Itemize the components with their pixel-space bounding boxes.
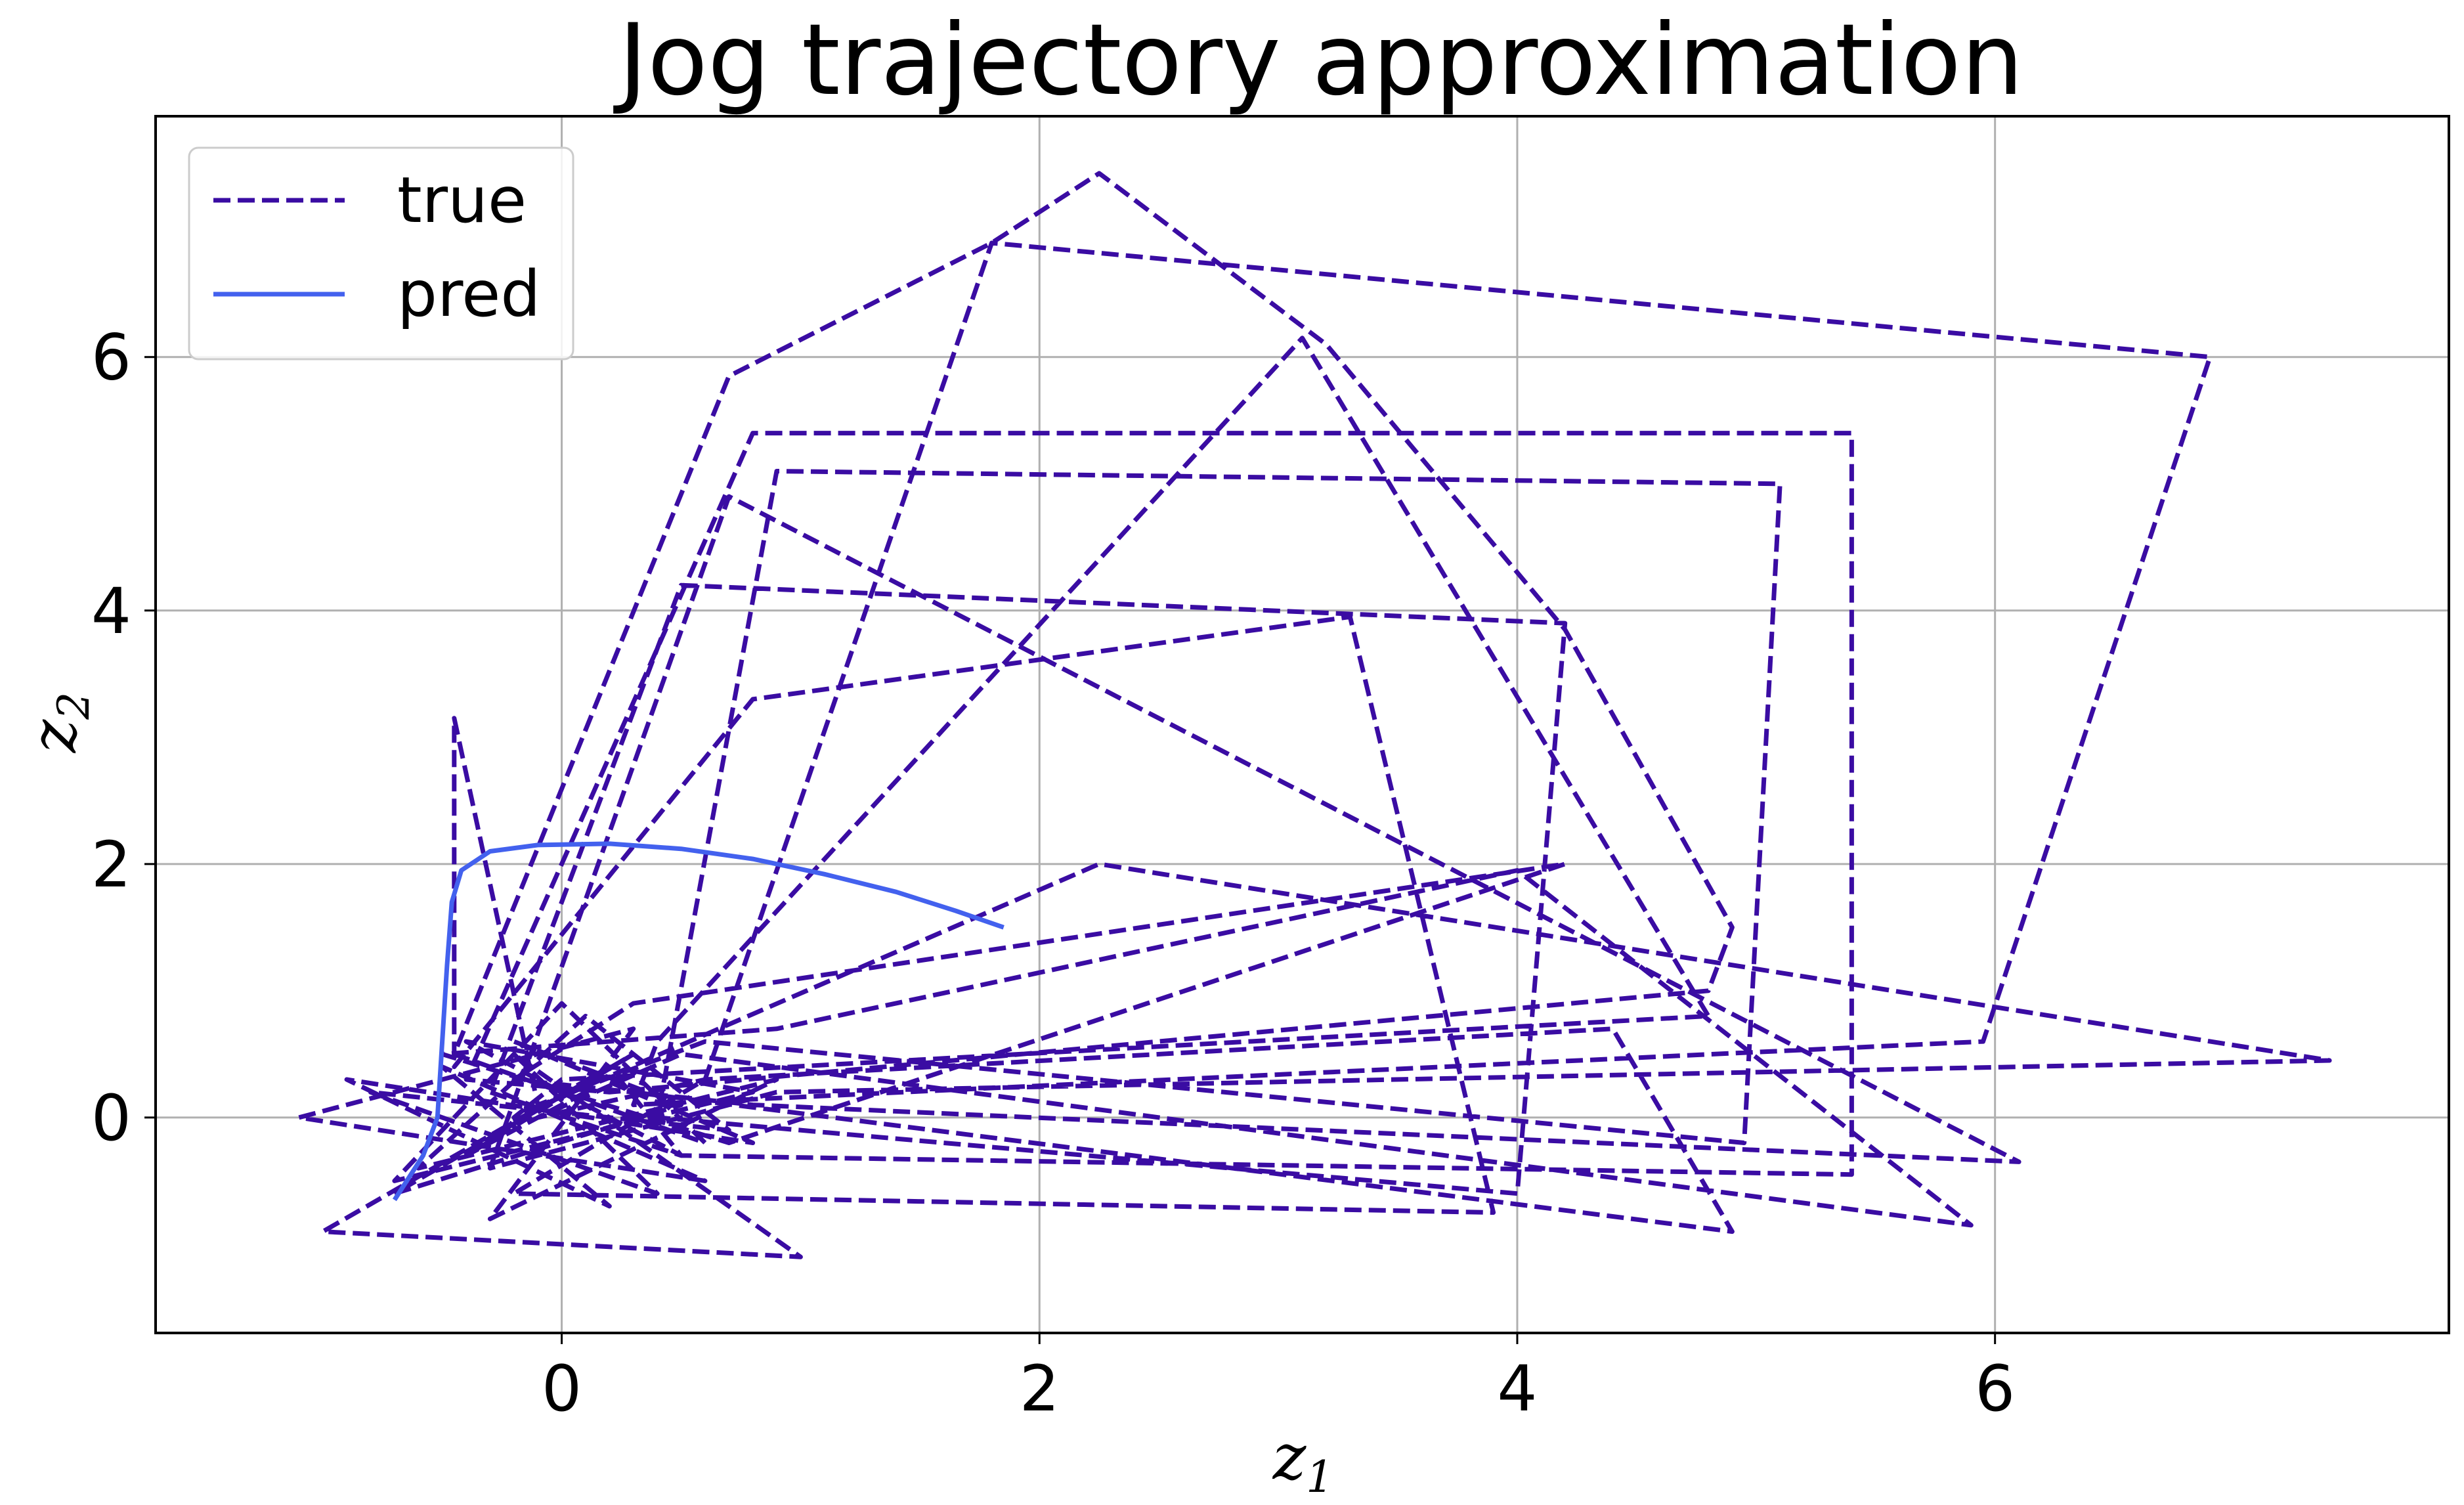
x-tick-label: 6	[1975, 1352, 2015, 1426]
y-axis-label: z2	[17, 692, 99, 754]
plot-frame	[154, 115, 2450, 1334]
tick-layer: 0 2 4 6 0 2 4 6	[91, 321, 2015, 1426]
x-tick-label: 0	[542, 1352, 582, 1426]
series-layer	[296, 171, 2332, 1259]
series-true-line	[296, 171, 2332, 1259]
legend-pred-label: pred	[397, 257, 540, 331]
y-tick-label: 6	[91, 321, 131, 395]
series-pred-line	[392, 841, 1005, 1202]
y-tick-label: 0	[91, 1081, 131, 1155]
x-tick-label: 4	[1497, 1352, 1537, 1426]
legend: true pred	[188, 146, 574, 360]
x-axis-label: z1	[1272, 1420, 1334, 1502]
chart-title: Jog trajectory approximation	[613, 3, 2023, 118]
legend-true-label: true	[397, 164, 527, 237]
y-tick-label: 2	[91, 828, 131, 902]
y-tick-label: 4	[91, 575, 131, 648]
x-tick-label: 2	[1020, 1352, 1060, 1426]
legend-box	[188, 146, 574, 360]
